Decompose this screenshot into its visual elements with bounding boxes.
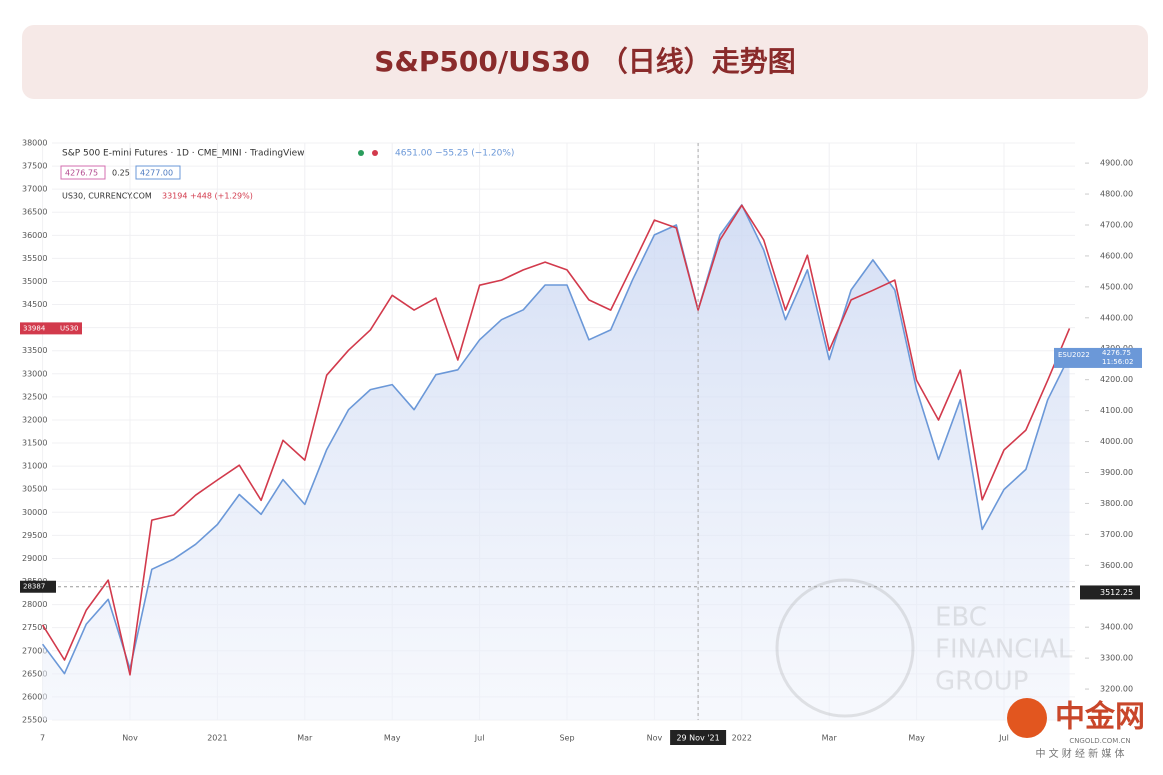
x-tick-label: May xyxy=(384,734,401,743)
y2-tick-label: 4100.00 xyxy=(1100,406,1133,415)
series-line xyxy=(41,204,1071,676)
y-tick-label: 35500 xyxy=(22,254,47,263)
y-tick-label: 32500 xyxy=(22,392,47,401)
bid: 4276.75 xyxy=(65,169,98,178)
crosshair-y2-box xyxy=(1080,585,1140,600)
logo-tagline: 中 文 财 经 新 媒 体 xyxy=(1035,747,1124,760)
y-tick-label: 27500 xyxy=(22,623,47,632)
logo-icon xyxy=(1007,698,1047,738)
y-tick-label: 38000 xyxy=(22,139,47,148)
legend-dot xyxy=(358,150,364,156)
x-tick-label: 2022 xyxy=(732,734,752,743)
y-tick-label: 37000 xyxy=(22,185,47,194)
y2-tick-label: 4000.00 xyxy=(1100,437,1133,446)
y-tick-label: 32000 xyxy=(22,415,47,424)
legend-header: S&P 500 E-mini Futures · 1D · CME_MINI ·… xyxy=(60,149,514,201)
x-tick-label: May xyxy=(908,734,925,743)
bid-box xyxy=(60,165,106,180)
y-tick-label: 30000 xyxy=(22,508,47,517)
y2-tick-label: 4200.00 xyxy=(1100,375,1133,384)
watermark-text: EBC xyxy=(935,603,987,633)
crosshair-y2-label: 3512.25 xyxy=(1100,588,1133,597)
logo-name: 中金网 xyxy=(1055,700,1145,735)
y2-tick-label: 3600.00 xyxy=(1100,561,1133,570)
price-tag-box xyxy=(20,322,82,335)
watermark-text: GROUP xyxy=(935,667,1028,697)
y-tick-label: 26000 xyxy=(22,692,47,701)
y-tick-label: 34500 xyxy=(22,300,47,309)
price-tag-box xyxy=(1054,347,1142,368)
legend-entry: US30, CURRENCY.COM xyxy=(62,192,152,201)
y-tick-label: 29000 xyxy=(22,554,47,563)
legend-entry: S&P 500 E-mini Futures · 1D · CME_MINI ·… xyxy=(62,149,305,159)
x-tick-label: Jul xyxy=(998,734,1009,743)
x-tick-label: Mar xyxy=(822,734,838,743)
y2-tick-label: 4800.00 xyxy=(1100,190,1133,199)
y-tick-label: 37500 xyxy=(22,162,47,171)
y-tick-label: 33000 xyxy=(22,369,47,378)
y-tick-label: 28000 xyxy=(22,600,47,609)
y-tick-label: 31500 xyxy=(22,439,47,448)
y-tick-label: 36000 xyxy=(22,231,47,240)
y-tick-label: 25500 xyxy=(22,716,47,725)
series-line xyxy=(41,204,1071,675)
x-tick-label: 7 xyxy=(40,734,45,743)
ask-box xyxy=(135,165,181,180)
price-tag-time: 11:56:02 xyxy=(1102,358,1133,366)
ask: 4277.00 xyxy=(140,169,173,178)
y2-tick-label: 3300.00 xyxy=(1100,654,1133,663)
y2-tick-label: 3200.00 xyxy=(1100,685,1133,694)
crosshair-y-box xyxy=(20,580,56,593)
logo: 中金网 CNGOLD.COM.CN 中 文 财 经 新 媒 体 xyxy=(1007,698,1145,760)
y-tick-label: 30500 xyxy=(22,485,47,494)
y-tick-label: 36500 xyxy=(22,208,47,217)
x-tick-label: Sep xyxy=(559,734,574,743)
legend-quote: 33194 +448 (+1.29%) xyxy=(162,192,253,201)
y2-tick-label: 3700.00 xyxy=(1100,530,1133,539)
price-tag-name: ESU2022 xyxy=(1058,351,1090,359)
y2-tick-label: 3400.00 xyxy=(1100,623,1133,632)
price-tag-name: US30 xyxy=(60,324,78,332)
watermark-text: FINANCIAL xyxy=(935,635,1073,665)
y-tick-label: 31000 xyxy=(22,462,47,471)
y-tick-label: 29500 xyxy=(22,531,47,540)
price-tag-value: 33984 xyxy=(23,324,46,332)
y2-tick-label: 4500.00 xyxy=(1100,282,1133,291)
x-tick-label: 2021 xyxy=(207,734,227,743)
y-tick-label: 33500 xyxy=(22,346,47,355)
crosshair-y-label: 28387 xyxy=(23,583,45,591)
y2-tick-label: 4600.00 xyxy=(1100,251,1133,260)
x-tick-label: Nov xyxy=(122,734,138,743)
spread: 0.25 xyxy=(112,169,130,178)
chart-title: S&P500/US30 （日线）走势图 xyxy=(374,45,795,78)
watermark-logo xyxy=(775,578,915,718)
legend-quote: 4651.00 −55.25 (−1.20%) xyxy=(395,149,514,159)
y2-tick-label: 3900.00 xyxy=(1100,468,1133,477)
y2-tick-label: 3800.00 xyxy=(1100,499,1133,508)
crosshair-x-box xyxy=(670,730,727,745)
title-banner xyxy=(22,25,1148,99)
crosshair-x-label: 29 Nov '21 xyxy=(676,734,719,743)
x-tick-label: Jul xyxy=(474,734,485,743)
y-tick-label: 27000 xyxy=(22,646,47,655)
logo-site: CNGOLD.COM.CN xyxy=(1069,737,1130,745)
x-tick-label: Nov xyxy=(647,734,663,743)
y2-tick-label: 4900.00 xyxy=(1100,159,1133,168)
y-tick-label: 35000 xyxy=(22,277,47,286)
y2-tick-label: 4700.00 xyxy=(1100,220,1133,229)
series-area xyxy=(42,204,1070,720)
legend-dot xyxy=(372,150,378,156)
x-tick-label: Mar xyxy=(297,734,313,743)
price-tag-value: 4276.75 xyxy=(1102,349,1131,357)
watermark: EBC FINANCIAL GROUP xyxy=(775,578,1073,718)
y2-tick-label: 4400.00 xyxy=(1100,313,1133,322)
y-tick-label: 26500 xyxy=(22,669,47,678)
